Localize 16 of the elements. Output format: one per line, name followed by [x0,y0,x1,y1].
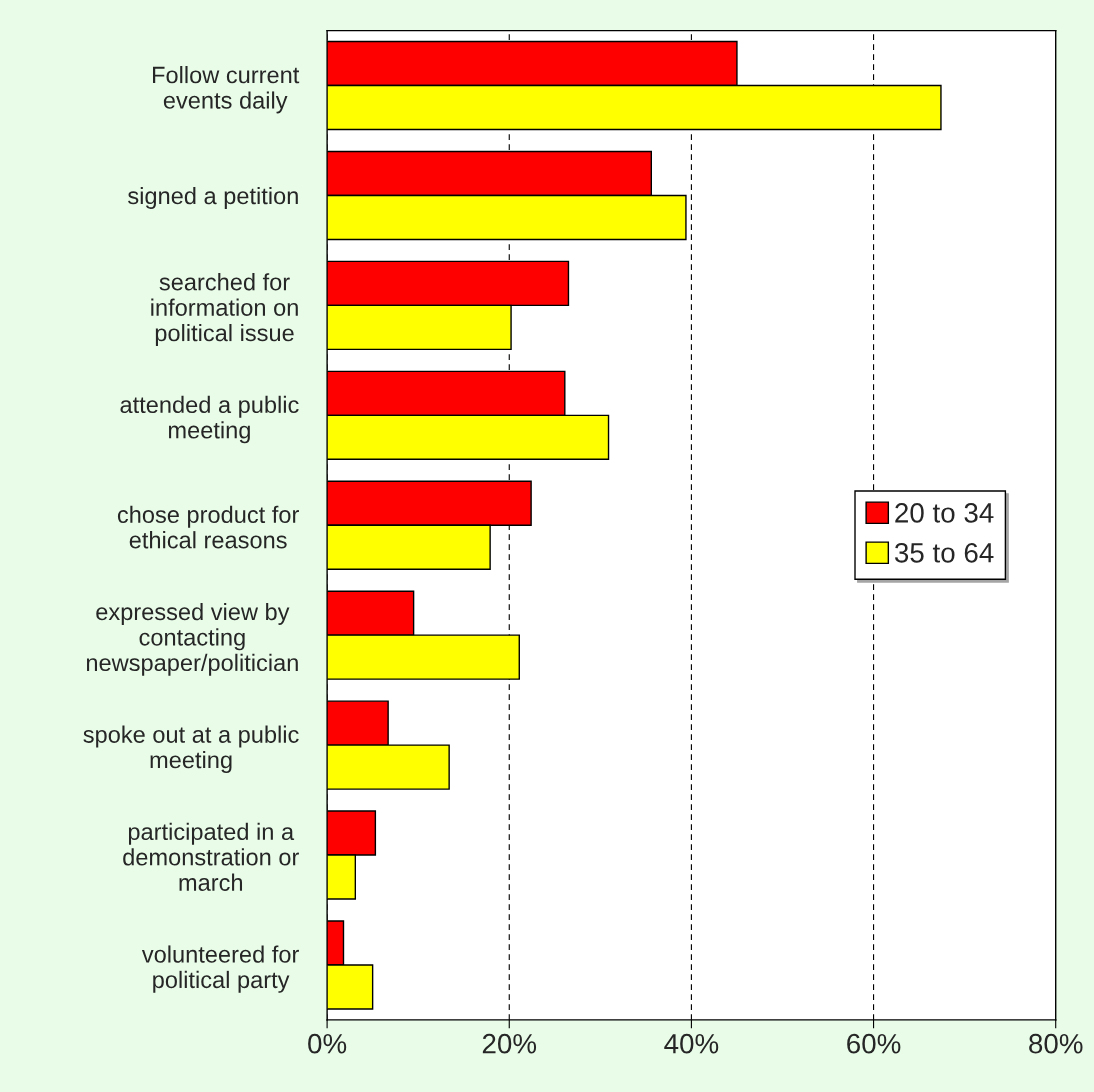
x-tick-label: 0% [308,1033,347,1054]
x-tick-label: 60% [847,1033,901,1054]
y-tick-label: signed a petition [128,186,298,209]
legend-label: 35 to 64 [894,542,994,563]
x-tick-label: 80% [1029,1033,1083,1054]
y-tick-label: attended a public meeting [120,395,299,444]
y-tick-label: volunteered for political party [141,945,299,993]
y-tick-label: participated in a demonstration or march [123,822,299,891]
y-tick-label: spoke out at a public meeting [83,725,299,773]
legend-label: 20 to 34 [895,503,994,523]
y-tick-label: chose product for ethical reasons [117,505,299,549]
x-tick-label: 40% [664,1033,719,1054]
x-tick-label: 20% [482,1033,537,1054]
y-tick-label: Follow current events daily [153,65,300,114]
y-tick-label: searched for information on political issue [151,273,298,346]
y-tick-label: expressed view by contacting newspaper/politician [86,602,298,676]
